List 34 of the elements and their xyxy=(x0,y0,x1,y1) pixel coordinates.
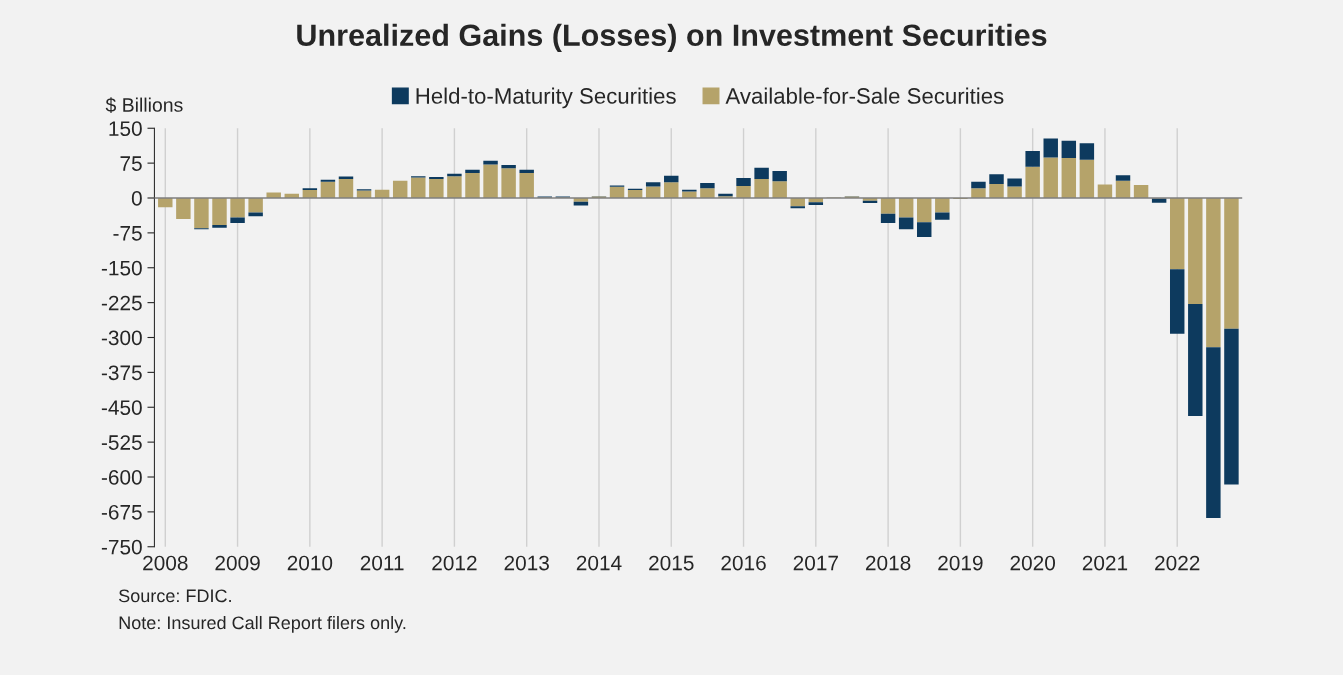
x-tick-label: 2010 xyxy=(287,555,333,571)
x-tick-label: 2020 xyxy=(1010,555,1056,571)
x-tick-label: 2018 xyxy=(865,555,911,571)
y-tick-label: -75 xyxy=(113,226,142,241)
legend-label: Available-for-Sale Securities xyxy=(725,87,1004,104)
text: Note: Insured Call Report filers only. xyxy=(119,615,406,633)
y-tick-label: -675 xyxy=(101,504,142,520)
x-tick-label: 2015 xyxy=(649,555,694,571)
chart-title: Unrealized Gains (Losses) on Investment Securities xyxy=(297,23,1047,53)
y-tick-label: -525 xyxy=(101,435,142,450)
x-tick-label: 2011 xyxy=(360,555,404,571)
y-tick-label: -600 xyxy=(101,470,142,485)
y-tick-label: -750 xyxy=(101,539,142,555)
x-tick-label: 2017 xyxy=(793,555,838,571)
y-tick-label: -150 xyxy=(101,260,142,276)
y-tick-label: -375 xyxy=(101,365,142,381)
x-tick-label: 2021 xyxy=(1082,555,1128,571)
x-tick-label: 2012 xyxy=(432,555,477,571)
y-tick-label: -225 xyxy=(101,295,142,311)
legend-label: Held-to-Maturity Securities xyxy=(416,87,676,109)
x-tick-label: 2019 xyxy=(938,555,983,571)
x-tick-label: 2009 xyxy=(215,555,260,571)
x-tick-label: 2022 xyxy=(1155,555,1200,571)
y-tick-label: -300 xyxy=(101,330,142,346)
y-tick-label: -450 xyxy=(101,400,142,415)
x-tick-label: 2016 xyxy=(721,555,766,571)
source-note: Source: FDIC. xyxy=(119,589,231,603)
y-tick-label: 0 xyxy=(131,191,142,206)
y-axis-title: $ Billions xyxy=(105,97,183,114)
x-tick-label: 2013 xyxy=(504,555,549,571)
x-tick-label: 2014 xyxy=(576,555,622,571)
y-tick-label: 75 xyxy=(120,156,142,171)
x-tick-label: 2008 xyxy=(143,555,188,571)
y-tick-label: 150 xyxy=(109,121,142,136)
